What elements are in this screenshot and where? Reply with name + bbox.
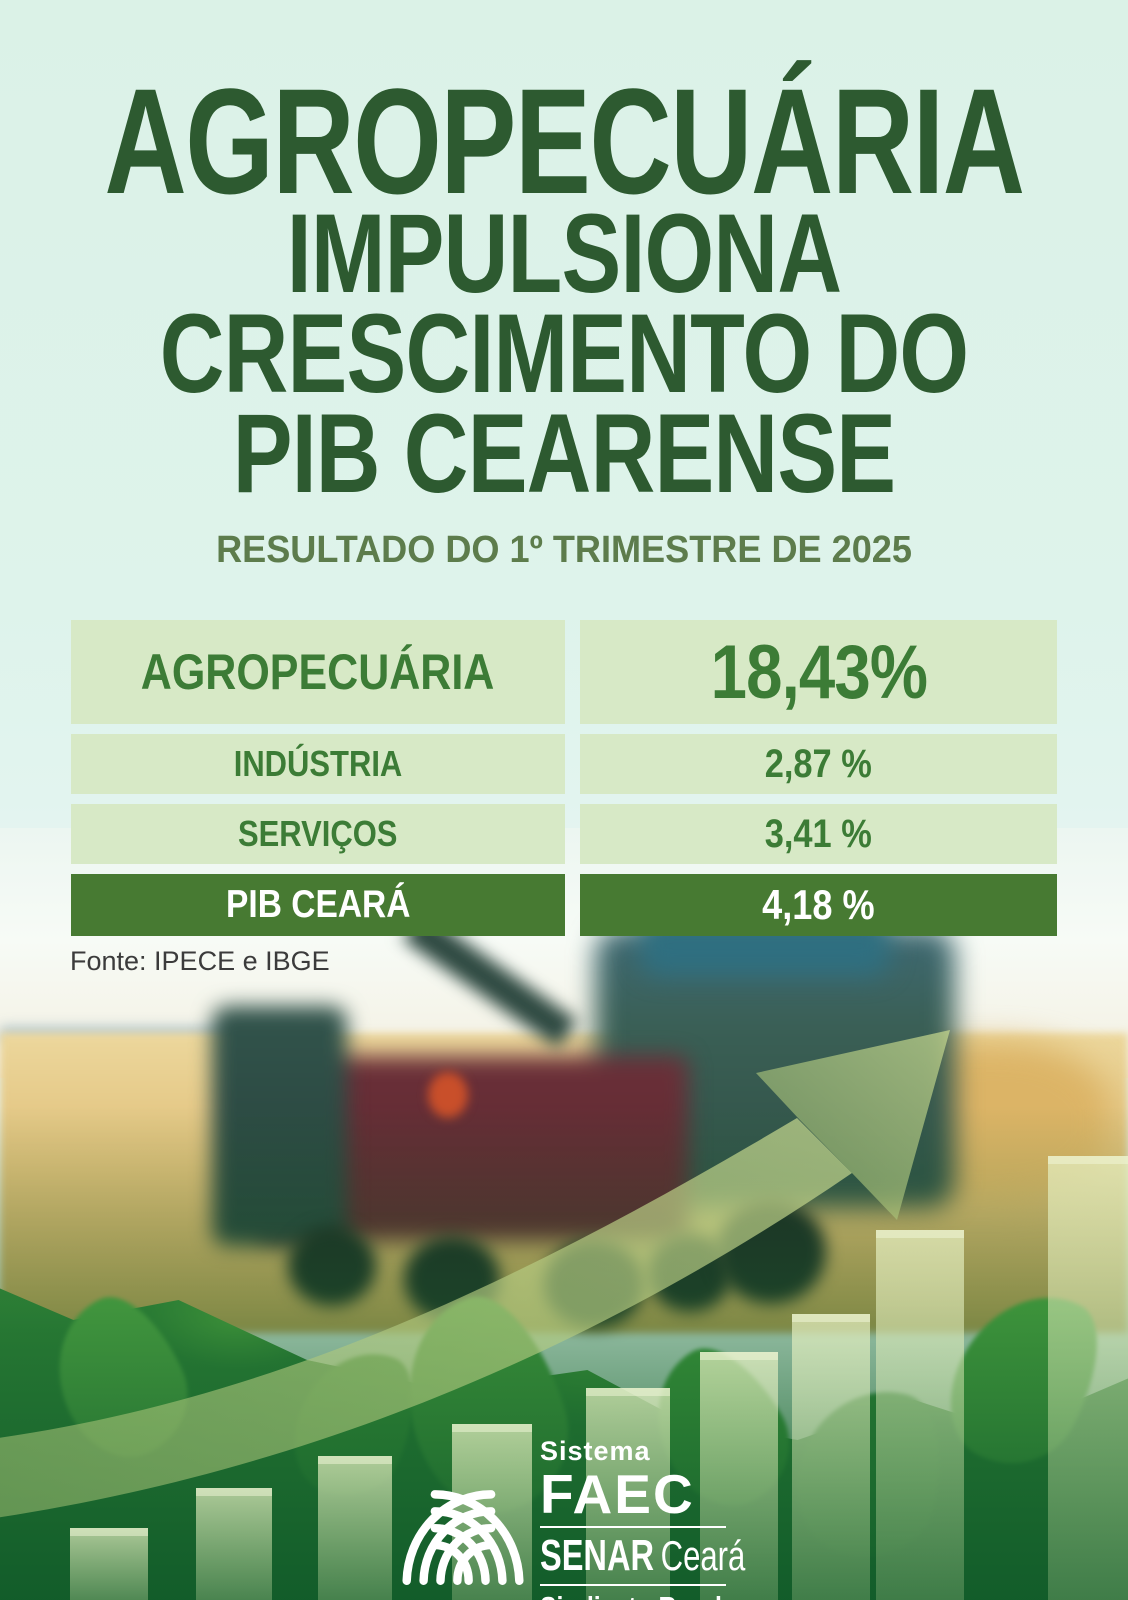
logo-sistema-label: Sistema (540, 1436, 651, 1466)
source-note: Fonte: IPECE e IBGE (70, 946, 330, 976)
wheat-sheaf-icon (402, 1490, 524, 1585)
logo-divider (540, 1526, 726, 1528)
logo-senar-label: SENAR (540, 1531, 654, 1580)
row-label: INDÚSTRIA (233, 743, 403, 784)
table-row-value-servicos: 3,41 % (580, 804, 1057, 864)
table-row-value-agropecuaria: 18,43% (580, 620, 1057, 724)
table-row-label-pib-ceara: PIB CEARÁ (71, 874, 565, 936)
logo-faec-label: FAEC (540, 1463, 695, 1525)
growth-arrow-icon (0, 1030, 950, 1518)
row-value: 3,41 % (764, 811, 873, 856)
logo-ceara-label: Ceará (660, 1532, 746, 1579)
table-row-label-agropecuaria: AGROPECUÁRIA (71, 620, 565, 724)
bar-columns (70, 1156, 1128, 1600)
row-value: 18,43% (710, 629, 927, 715)
faec-senar-logo: Sistema FAEC SENAR Ceará Sindicato Rural (402, 1436, 745, 1600)
title-line-1: AGROPECUÁRIA (104, 57, 1025, 225)
row-label: AGROPECUÁRIA (141, 644, 495, 700)
pib-growth-table: AGROPECUÁRIA 18,43% INDÚSTRIA 2,87 % SER… (71, 620, 1057, 936)
title-line-3: CRESCIMENTO DO (159, 291, 969, 416)
row-label: PIB CEARÁ (225, 883, 411, 926)
row-label: SERVIÇOS (238, 813, 398, 854)
growth-chart-decoration (0, 1030, 1128, 1600)
table-row-value-industria: 2,87 % (580, 734, 1057, 794)
table-row-value-pib-ceara: 4,18 % (580, 874, 1057, 936)
row-value: 4,18 % (762, 881, 875, 928)
table-row-label-industria: INDÚSTRIA (71, 734, 565, 794)
logo-text-block: Sistema FAEC SENAR Ceará Sindicato Rural (540, 1436, 745, 1600)
row-value: 2,87 % (764, 741, 873, 786)
logo-senar-row: SENAR Ceará (540, 1531, 745, 1580)
title-line-2: IMPULSIONA (286, 191, 842, 316)
logo-divider (540, 1584, 726, 1586)
table-row-label-servicos: SERVIÇOS (71, 804, 565, 864)
logo-sindicato-label: Sindicato Rural (540, 1590, 722, 1600)
title-line-4: PIB CEARENSE (232, 391, 896, 516)
subtitle: RESULTADO DO 1º TRIMESTRE DE 2025 (216, 529, 912, 571)
